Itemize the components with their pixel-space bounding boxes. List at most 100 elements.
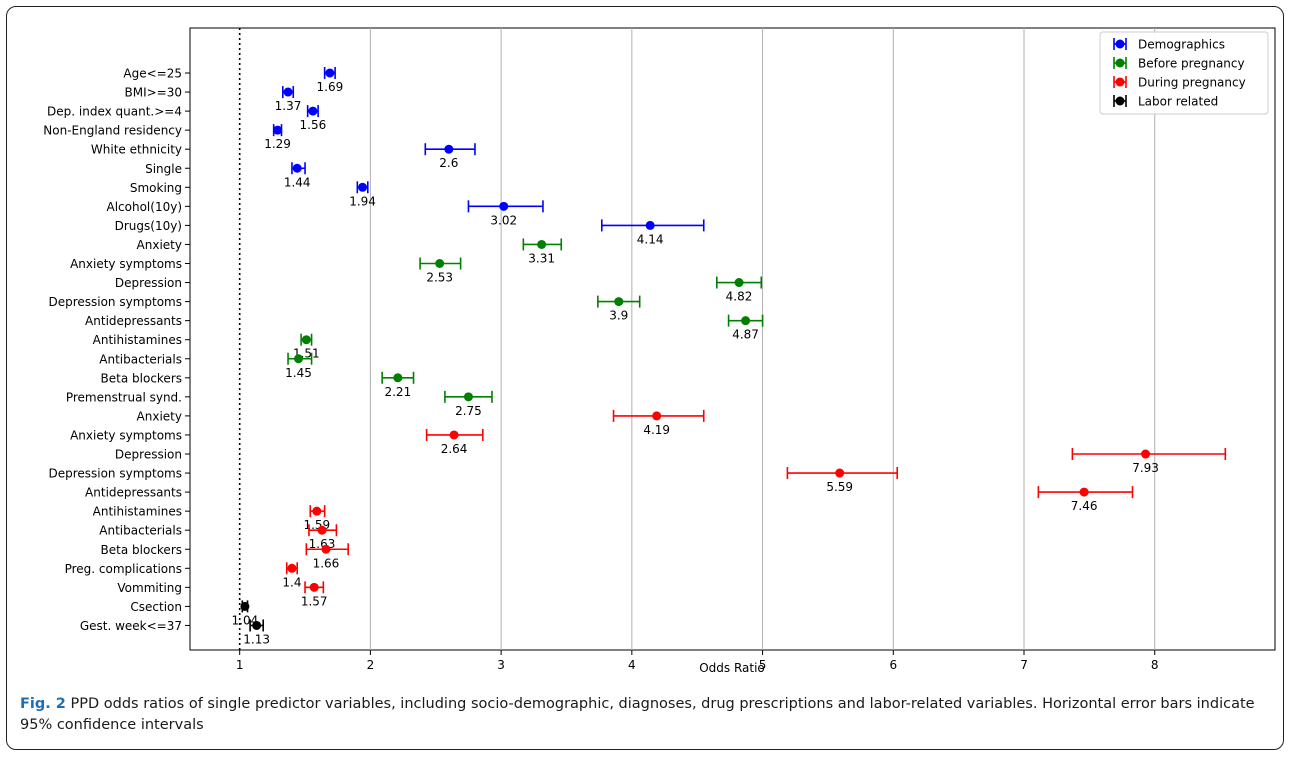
data-label: 4.19 (643, 423, 670, 437)
data-point (308, 106, 318, 116)
data-marks: 1.69 1.37 1.56 1.29 2.6 1.44 1.94 3.02 4.14 3.31 2… (232, 67, 1227, 646)
data-point (292, 163, 302, 173)
y-tick-label: Alcohol(10y) (107, 200, 183, 214)
data-point (645, 220, 655, 230)
y-tick-label: Depression symptoms (48, 295, 182, 309)
data-point-group: 1.66 (305, 543, 349, 570)
data-point-group: 4.82 (716, 276, 763, 304)
data-point-group: 4.14 (600, 219, 705, 246)
data-point (393, 373, 403, 383)
data-label: 3.02 (490, 213, 517, 227)
data-point-group: 7.93 (1071, 448, 1227, 475)
y-tick-label: BMI>=30 (124, 86, 182, 100)
y-tick-label: Csection (130, 600, 182, 614)
legend-label: Demographics (1138, 38, 1225, 52)
y-tick-label: Vommiting (117, 581, 182, 595)
data-point (435, 259, 445, 268)
y-tick-label: Smoking (130, 181, 182, 195)
data-label: 3.9 (609, 309, 628, 323)
y-tick-label: Antihistamines (93, 333, 182, 347)
legend-label: Labor related (1138, 95, 1218, 109)
data-point-group: 1.13 (243, 619, 270, 646)
data-point-group: 3.31 (522, 238, 563, 265)
data-point-group: 5.59 (786, 467, 899, 494)
y-tick-label: Depression (115, 448, 182, 462)
data-point (1079, 487, 1089, 497)
y-tick-label: Drugs(10y) (115, 219, 182, 233)
data-label: 4.87 (732, 328, 759, 342)
data-point (301, 335, 311, 345)
data-point (652, 411, 662, 421)
data-point (325, 68, 335, 78)
data-label: 2.75 (455, 404, 482, 418)
y-tick-label: Depression symptoms (48, 467, 182, 481)
data-point (741, 316, 751, 326)
data-point-group: 4.87 (727, 314, 764, 342)
y-tick-label: Antidepressants (85, 314, 182, 328)
data-point-group: 1.04 (232, 600, 259, 627)
data-point (252, 620, 262, 630)
x-tick-label: 7 (1020, 658, 1028, 672)
legend-marker-dot (1115, 96, 1125, 106)
legend-label: Before pregnancy (1138, 57, 1245, 71)
data-point (499, 201, 509, 211)
data-label: 1.45 (285, 366, 312, 380)
odds-ratio-chart: Age<=25 BMI>=30 Dep. index quant.>=4 Non-En… (43, 27, 1276, 675)
data-point (463, 392, 473, 402)
data-point (444, 144, 454, 154)
y-tick-label: Age<=25 (123, 67, 182, 81)
y-tick-label: Non-England residency (43, 124, 182, 138)
data-label: 7.46 (1071, 499, 1098, 513)
data-label: 3.31 (528, 251, 555, 265)
data-label: 2.53 (426, 271, 453, 285)
data-label: 1.69 (317, 80, 344, 94)
legend-box (1099, 31, 1269, 115)
data-point (449, 430, 459, 440)
data-point-group: 4.19 (612, 409, 705, 437)
data-point (287, 563, 297, 573)
data-point-group: 1.69 (317, 67, 344, 94)
data-point-group: 1.45 (285, 352, 313, 380)
data-point (283, 87, 293, 97)
data-point-group: 2.64 (425, 428, 484, 456)
data-label: 1.57 (301, 594, 328, 608)
data-label: 1.4 (282, 575, 301, 589)
legend-label: During pregnancy (1138, 76, 1246, 90)
data-point-group: 3.02 (467, 200, 544, 227)
data-label: 4.14 (637, 232, 664, 246)
caption-text: PPD odds ratios of single predictor vari… (20, 696, 1255, 733)
data-label: 1.56 (300, 118, 327, 132)
legend-marker-dot (1115, 58, 1125, 68)
y-tick-label: Anxiety (137, 238, 182, 252)
legend: Demographics Before pregnancy During pregn… (1099, 31, 1269, 115)
data-point-group: 2.21 (381, 371, 415, 399)
y-tick-label: Anxiety symptoms (70, 257, 182, 271)
data-point (240, 601, 250, 611)
data-point-group: 1.57 (301, 581, 328, 608)
data-point-group: 7.46 (1037, 486, 1134, 513)
x-tick-label: 1 (236, 658, 244, 672)
data-label: 1.04 (232, 613, 259, 627)
grid-lines (369, 28, 1156, 650)
y-tick-label: Gest. week<=37 (80, 619, 182, 633)
data-label: 1.13 (243, 632, 270, 646)
x-tick-label: 6 (889, 658, 897, 672)
legend-marker-dot (1115, 77, 1125, 87)
data-label: 1.29 (264, 137, 291, 151)
data-point (294, 354, 303, 364)
y-tick-label: Antibacterials (99, 524, 182, 538)
data-point (273, 125, 283, 135)
data-point (614, 297, 624, 307)
data-point-group: 2.6 (424, 143, 476, 170)
data-label: 5.59 (826, 480, 853, 494)
data-point (1141, 449, 1151, 459)
figure-caption: Fig. 2 PPD odds ratios of single predict… (20, 694, 1270, 736)
data-point-group: 1.44 (284, 162, 311, 189)
data-point-group: 1.29 (264, 124, 291, 151)
y-tick-label: White ethnicity (91, 143, 182, 157)
x-tick-label: 4 (628, 658, 636, 672)
data-label: 1.44 (284, 175, 311, 189)
data-label: 2.21 (384, 385, 411, 399)
data-point-group: 2.75 (444, 390, 493, 418)
y-tick-label: Depression (115, 276, 182, 290)
